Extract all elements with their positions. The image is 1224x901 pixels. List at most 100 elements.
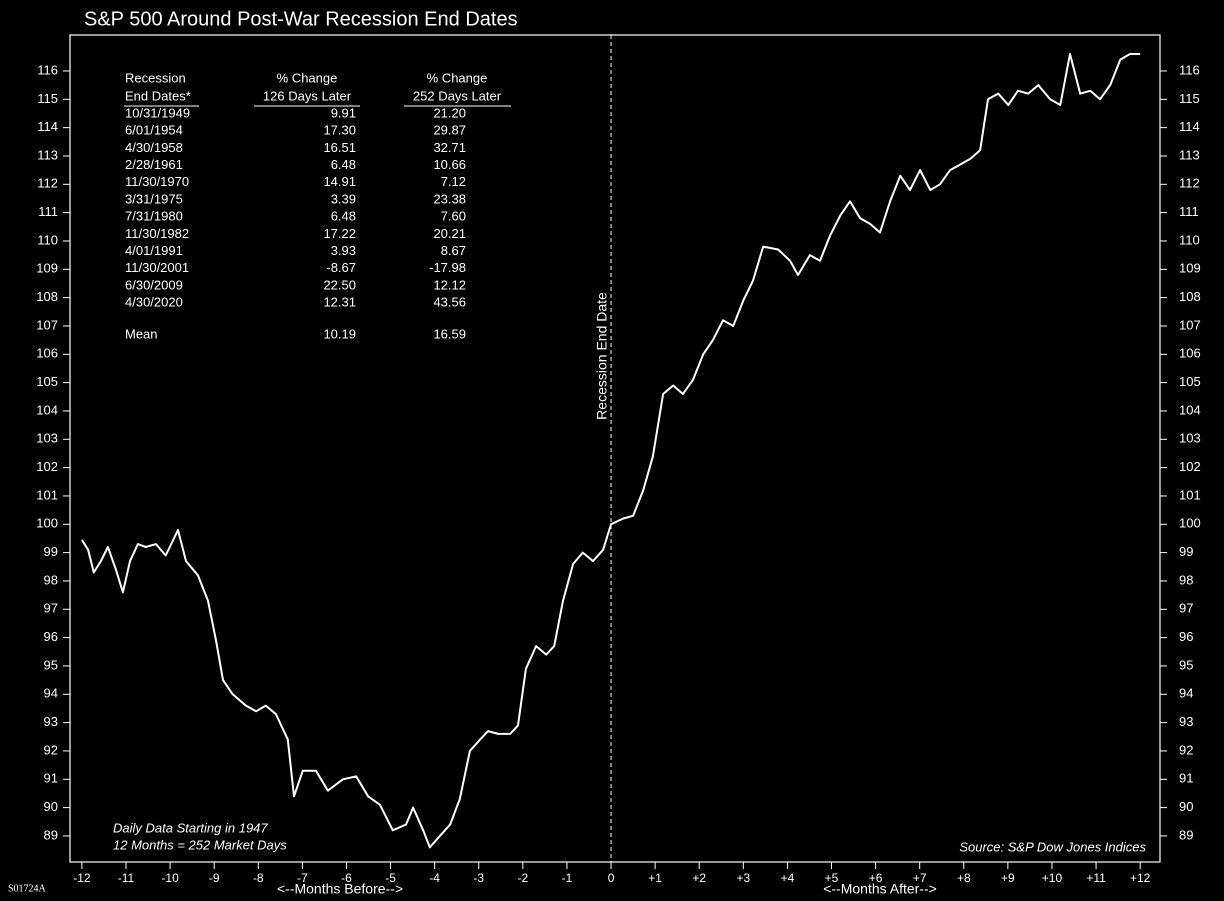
y-tick-label: 112 — [37, 176, 58, 191]
y-tick-label: 109 — [36, 261, 58, 276]
table-value: 12.12 — [433, 277, 466, 292]
table-value: 22.50 — [323, 277, 356, 292]
y2-tick-label: 99 — [1179, 544, 1193, 559]
y-tick-label: 92 — [44, 742, 58, 757]
table-date: 4/30/2020 — [125, 295, 183, 310]
y-tick-label: 101 — [36, 487, 58, 502]
table-mean: 10.19 — [323, 326, 356, 341]
y2-tick-label: 105 — [1179, 374, 1201, 389]
y-tick-label: 93 — [44, 714, 58, 729]
y2-tick-label: 115 — [1179, 91, 1200, 106]
y2-tick-label: 91 — [1179, 771, 1193, 786]
x-tick-label: 0 — [608, 871, 615, 885]
y2-tick-label: 90 — [1179, 799, 1193, 814]
chart-code: S01724A — [8, 883, 47, 894]
table-value: 21.20 — [433, 105, 466, 120]
table-value: 12.31 — [323, 295, 356, 310]
x-tick-label: +12 — [1130, 871, 1151, 885]
table-value: 17.22 — [323, 226, 356, 241]
y2-tick-label: 114 — [1179, 119, 1200, 134]
note: Daily Data Starting in 1947 — [113, 820, 268, 835]
note: 12 Months = 252 Market Days — [113, 837, 287, 852]
y2-tick-label: 113 — [1179, 147, 1200, 162]
x-tick-label: -3 — [473, 871, 484, 885]
table-value: 29.87 — [433, 123, 466, 138]
y2-tick-label: 97 — [1179, 601, 1193, 616]
y-tick-label: 100 — [36, 516, 58, 531]
y2-tick-label: 102 — [1179, 459, 1201, 474]
table-date: 11/30/1982 — [125, 226, 189, 241]
y-tick-label: 105 — [36, 374, 58, 389]
table-value: 8.67 — [441, 243, 466, 258]
y-tick-label: 98 — [44, 572, 58, 587]
x-tick-label: -10 — [161, 871, 179, 885]
x-axis-label: <--Months After--> — [823, 881, 937, 897]
table-value: -8.67 — [326, 260, 356, 275]
x-tick-label: +6 — [869, 871, 883, 885]
plot-frame — [69, 34, 1161, 863]
x-tick-label: +5 — [825, 871, 839, 885]
x-tick-label: -4 — [429, 871, 440, 885]
table-header: 252 Days Later — [413, 88, 502, 103]
y-tick-label: 91 — [44, 771, 58, 786]
y-tick-label: 95 — [44, 657, 58, 672]
table-date: 2/28/1961 — [125, 157, 183, 172]
y2-tick-label: 101 — [1179, 487, 1201, 502]
table-value: 6.48 — [331, 209, 356, 224]
table-header: End Dates* — [125, 88, 191, 103]
y-tick-label: 115 — [37, 91, 58, 106]
y-tick-label: 108 — [36, 289, 58, 304]
table-value: 9.91 — [331, 105, 356, 120]
y-tick-label: 103 — [36, 431, 58, 446]
table-date: 11/30/2001 — [125, 260, 189, 275]
table-value: 43.56 — [433, 295, 466, 310]
source: Source: S&P Dow Jones Indices — [959, 839, 1146, 854]
x-tick-label: +10 — [1042, 871, 1063, 885]
y2-tick-label: 100 — [1179, 516, 1201, 531]
y-tick-label: 96 — [44, 629, 58, 644]
table-value: 7.60 — [441, 209, 466, 224]
table-date: 4/01/1991 — [125, 243, 183, 258]
y2-tick-label: 89 — [1179, 827, 1193, 842]
table-mean: 16.59 — [433, 326, 466, 341]
y2-tick-label: 109 — [1179, 261, 1201, 276]
y-tick-label: 99 — [44, 544, 58, 559]
y-tick-label: 116 — [37, 62, 58, 77]
y2-tick-label: 107 — [1179, 317, 1201, 332]
x-tick-label: -8 — [253, 871, 264, 885]
recession-end-label: Recession End Date — [594, 292, 610, 420]
x-axis-label: <--Months Before--> — [277, 881, 403, 897]
y-tick-label: 111 — [38, 204, 58, 219]
x-tick-label: -1 — [562, 871, 573, 885]
x-tick-label: -7 — [297, 871, 308, 885]
table-date: 4/30/1958 — [125, 140, 183, 155]
table-value: -17.98 — [429, 260, 466, 275]
y2-tick-label: 93 — [1179, 714, 1193, 729]
table-header: 126 Days Later — [263, 88, 352, 103]
y-tick-label: 104 — [36, 402, 58, 417]
y-tick-label: 94 — [44, 686, 58, 701]
x-tick-label: -12 — [73, 871, 91, 885]
y-tick-label: 89 — [44, 827, 58, 842]
table-date: 11/30/1970 — [125, 174, 189, 189]
y-tick-label: 102 — [36, 459, 58, 474]
y2-tick-label: 111 — [1179, 204, 1199, 219]
y2-tick-label: 98 — [1179, 572, 1193, 587]
x-tick-label: -6 — [341, 871, 352, 885]
y2-tick-label: 92 — [1179, 742, 1193, 757]
x-tick-label: +7 — [913, 871, 927, 885]
x-tick-label: +3 — [736, 871, 750, 885]
table-date: 6/30/2009 — [125, 277, 183, 292]
y-tick-label: 97 — [44, 601, 58, 616]
y2-tick-label: 94 — [1179, 686, 1193, 701]
x-tick-label: -5 — [385, 871, 396, 885]
y-tick-label: 113 — [37, 147, 58, 162]
table-value: 32.71 — [433, 140, 466, 155]
table-value: 3.39 — [331, 191, 356, 206]
sp500-line — [81, 53, 1141, 849]
y2-tick-label: 106 — [1179, 346, 1201, 361]
table-header: Recession — [125, 70, 186, 85]
y-tick-label: 107 — [36, 317, 58, 332]
